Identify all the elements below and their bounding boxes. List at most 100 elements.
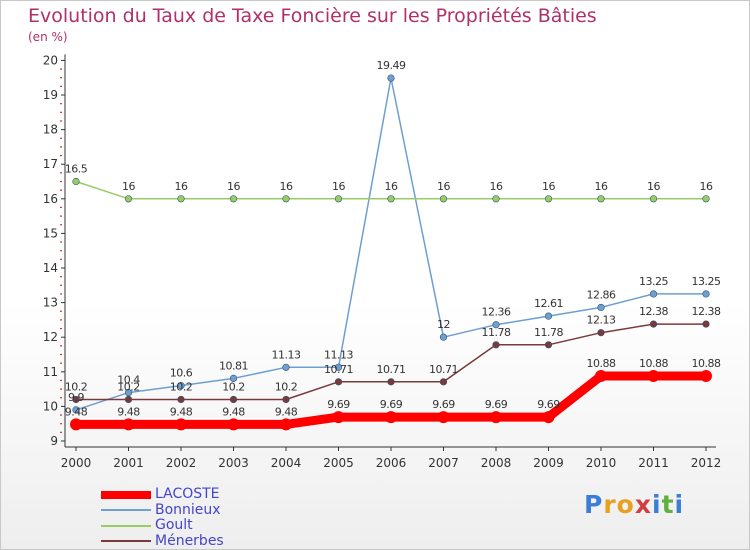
- logo-letter: r: [603, 490, 617, 519]
- data-label: 12.38: [639, 305, 668, 318]
- data-point: [72, 395, 80, 404]
- data-point: [334, 363, 343, 371]
- logo-letter: x: [634, 490, 652, 519]
- data-point: [280, 418, 292, 431]
- data-label: 16: [700, 180, 713, 193]
- data-point: [177, 195, 185, 203]
- data-label: 16: [542, 180, 555, 193]
- data-label: 19.49: [377, 59, 406, 72]
- data-label: 10.2: [275, 380, 298, 393]
- data-label: 12: [437, 318, 450, 331]
- data-point: [282, 363, 290, 371]
- data-label: 9.48: [65, 405, 88, 418]
- data-label: 12.86: [587, 288, 616, 301]
- data-label: 16: [437, 180, 450, 193]
- logo-letter: i: [674, 490, 685, 519]
- legend-label: Ménerbes: [155, 532, 224, 549]
- data-label: 10.2: [170, 380, 193, 393]
- legend-item: LACOSTE: [101, 486, 271, 502]
- data-label: 10.4: [117, 374, 140, 387]
- data-label: 10.88: [587, 357, 616, 370]
- data-label: 10.2: [117, 380, 140, 393]
- logo-letter: o: [616, 490, 635, 519]
- data-label: 16: [175, 180, 188, 193]
- x-tick-label: 2008: [481, 456, 512, 470]
- data-point: [124, 388, 133, 397]
- legend-item: Goult: [101, 517, 271, 533]
- data-label: 9.69: [380, 398, 403, 411]
- x-tick-label: 2003: [218, 456, 249, 470]
- data-point: [439, 195, 448, 203]
- data-point: [227, 418, 240, 431]
- data-point: [122, 418, 135, 431]
- legend-label: Goult: [155, 517, 193, 533]
- data-point: [702, 290, 710, 298]
- data-point: [124, 195, 133, 203]
- data-point: [229, 395, 238, 404]
- data-point: [597, 303, 605, 312]
- y-tick-label: 13: [43, 296, 58, 310]
- data-label: 9.69: [327, 398, 350, 411]
- x-tick-label: 2009: [533, 456, 564, 470]
- data-label: 10.88: [639, 357, 668, 370]
- data-point: [387, 74, 395, 82]
- data-point: [595, 369, 607, 382]
- data-point: [544, 195, 553, 203]
- y-tick-label: 16: [43, 192, 58, 206]
- data-label: 9.48: [222, 405, 245, 418]
- logo-letter: i: [652, 490, 662, 519]
- data-label: 16: [280, 180, 293, 193]
- data-label: 9.69: [537, 398, 560, 411]
- data-label: 10.71: [429, 363, 458, 376]
- y-tick-label: 19: [43, 88, 58, 102]
- data-label: 16: [490, 180, 503, 193]
- data-point: [70, 418, 82, 431]
- x-tick-label: 2007: [428, 456, 459, 470]
- chart-subtitle: (en %): [28, 30, 68, 44]
- data-point: [72, 177, 80, 186]
- x-tick-label: 2010: [586, 456, 617, 470]
- data-label: 11.78: [534, 326, 563, 339]
- data-point: [332, 411, 345, 424]
- data-point: [542, 411, 555, 424]
- data-point: [282, 195, 290, 203]
- y-tick-label: 10: [43, 399, 58, 413]
- legend-swatch: [101, 490, 151, 499]
- y-tick-label: 14: [43, 261, 58, 275]
- data-label: 9.48: [117, 405, 140, 418]
- data-label: 9.9: [68, 391, 84, 404]
- data-label: 11.13: [324, 348, 353, 361]
- data-point: [597, 195, 605, 203]
- data-label: 10.71: [377, 363, 406, 376]
- data-label: 12.61: [534, 297, 563, 310]
- data-point: [439, 333, 448, 341]
- data-label: 12.38: [692, 305, 721, 318]
- data-label: 9.48: [170, 405, 193, 418]
- data-point: [649, 290, 658, 298]
- data-label: 11.13: [272, 348, 301, 361]
- data-point: [649, 195, 658, 203]
- x-tick-label: 2002: [166, 456, 197, 470]
- x-tick-label: 2006: [376, 456, 407, 470]
- legend-label: LACOSTE: [155, 486, 220, 502]
- data-labels: 9.9 10.4 10.6 10.81 11.13 11.13 19.49 12 12.36 12…: [65, 59, 722, 418]
- x-tick-label: 2011: [638, 456, 669, 470]
- data-label: 11.78: [482, 326, 511, 339]
- x-tick-label: 2004: [271, 456, 302, 470]
- y-tick-label: 17: [43, 157, 58, 171]
- data-point: [334, 378, 343, 386]
- data-point: [334, 195, 343, 203]
- data-point: [72, 406, 80, 414]
- legend-label: Bonnieux: [155, 501, 221, 518]
- y-tick-label: 18: [43, 123, 58, 137]
- data-point: [282, 395, 290, 404]
- data-label: 12.13: [587, 314, 616, 327]
- legend-swatch: [101, 509, 151, 511]
- data-point: [597, 329, 605, 337]
- data-label: 10.71: [324, 363, 353, 376]
- legend-swatch: [101, 540, 151, 542]
- data-label: 9.69: [432, 398, 455, 411]
- axes: 9 10 11 12 13 14 15 16 17 18 19 20 2000 2001 2002 2003 2…: [43, 53, 722, 470]
